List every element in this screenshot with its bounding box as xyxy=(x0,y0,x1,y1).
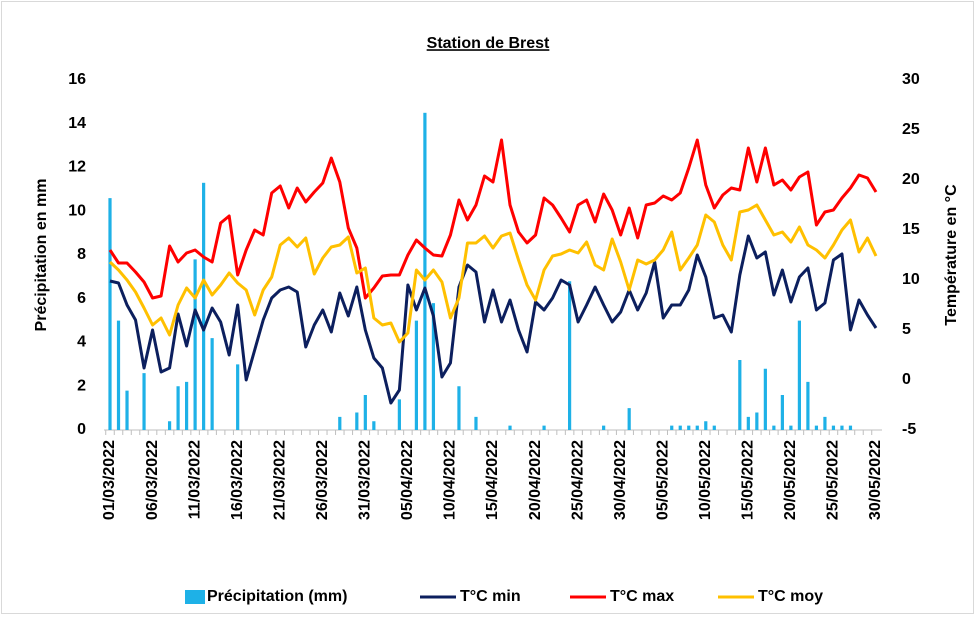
bar xyxy=(814,425,819,430)
x-tick-label: 20/05/2022 xyxy=(782,440,799,520)
x-tick-label: 10/05/2022 xyxy=(697,440,714,520)
bar xyxy=(746,416,750,430)
line-series xyxy=(108,203,878,344)
bar xyxy=(670,425,674,430)
bar xyxy=(142,373,146,430)
bar xyxy=(338,416,342,430)
y2-tick-label: 0 xyxy=(902,371,911,388)
bar xyxy=(108,198,112,430)
y-tick-label: 10 xyxy=(68,202,86,219)
bar xyxy=(185,381,189,430)
bar xyxy=(397,399,401,430)
y-tick-label: 2 xyxy=(77,377,86,394)
x-tick-label: 30/05/2022 xyxy=(867,440,884,520)
bar xyxy=(236,364,240,430)
bar xyxy=(414,320,418,430)
x-tick-label: 30/04/2022 xyxy=(612,440,629,520)
x-tick-label: 16/03/2022 xyxy=(229,440,246,520)
bar xyxy=(823,416,827,430)
bar xyxy=(210,338,214,430)
y2-tick-label: 5 xyxy=(902,321,911,338)
bar xyxy=(712,425,716,430)
y-tick-label: 4 xyxy=(77,334,86,351)
bar xyxy=(848,425,853,430)
legend-label: T°C min xyxy=(460,588,521,605)
bar xyxy=(755,412,759,430)
y2-tick-label: 15 xyxy=(902,221,920,238)
bar xyxy=(125,390,129,430)
x-tick-label: 01/03/2022 xyxy=(101,440,118,520)
bar xyxy=(372,421,376,430)
bar xyxy=(627,408,631,430)
y-axis-title: Précipitation en mm xyxy=(33,179,50,332)
bar xyxy=(202,182,206,430)
bar xyxy=(763,368,767,430)
x-tick-label: 15/05/2022 xyxy=(740,440,757,520)
x-tick-label: 15/04/2022 xyxy=(484,440,501,520)
bar xyxy=(797,320,801,430)
bar xyxy=(193,259,197,430)
y2-tick-label: 25 xyxy=(902,121,920,138)
bar xyxy=(568,281,572,430)
bar xyxy=(542,425,546,430)
y-tick-label: 16 xyxy=(68,71,86,88)
x-tick-label: 06/03/2022 xyxy=(144,440,161,520)
bar xyxy=(116,320,121,430)
bar xyxy=(355,412,359,430)
x-tick-label: 05/05/2022 xyxy=(654,440,671,520)
bar xyxy=(167,421,172,430)
x-tick-label: 20/04/2022 xyxy=(527,440,544,520)
bar xyxy=(738,360,742,430)
y2-tick-label: 20 xyxy=(902,171,920,188)
bar xyxy=(772,425,776,430)
x-tick-label: 26/03/2022 xyxy=(314,440,331,520)
bar xyxy=(704,421,708,430)
x-tick-label: 25/04/2022 xyxy=(569,440,586,520)
bar xyxy=(176,386,180,430)
y2-tick-label: -5 xyxy=(902,421,916,438)
bar xyxy=(831,425,836,430)
bar xyxy=(431,303,436,430)
legend-label: T°C moy xyxy=(758,588,823,605)
bar xyxy=(508,425,512,430)
bar xyxy=(687,425,691,430)
y2-tick-label: 10 xyxy=(902,271,920,288)
x-tick-label: 05/04/2022 xyxy=(399,440,416,520)
y-tick-label: 0 xyxy=(77,421,86,438)
bar xyxy=(806,381,810,430)
bar xyxy=(789,425,793,430)
x-tick-label: 10/04/2022 xyxy=(442,440,459,520)
y-tick-label: 12 xyxy=(68,159,86,176)
bar xyxy=(457,386,461,430)
x-tick-label: 11/03/2022 xyxy=(186,440,203,519)
legend-swatch xyxy=(185,590,205,604)
y-tick-label: 8 xyxy=(77,246,86,263)
bar xyxy=(780,395,784,430)
bar xyxy=(363,395,367,430)
chart-title: Station de Brest xyxy=(427,35,550,52)
bar xyxy=(695,425,699,430)
x-tick-label: 31/03/2022 xyxy=(357,440,374,520)
bar xyxy=(474,416,478,430)
legend-label: T°C max xyxy=(610,588,674,605)
bar xyxy=(602,425,606,430)
bar xyxy=(840,425,844,430)
bar xyxy=(678,425,682,430)
bar xyxy=(423,112,427,430)
legend-label: Précipitation (mm) xyxy=(207,588,347,605)
y-tick-label: 14 xyxy=(68,115,86,132)
x-tick-label: 25/05/2022 xyxy=(825,440,842,520)
x-tick-label: 21/03/2022 xyxy=(271,440,288,520)
line-series xyxy=(109,234,878,405)
y-tick-label: 6 xyxy=(77,290,86,307)
y2-axis-title: Température en °C xyxy=(943,184,960,326)
line-series xyxy=(108,138,878,300)
y2-tick-label: 30 xyxy=(902,71,920,88)
